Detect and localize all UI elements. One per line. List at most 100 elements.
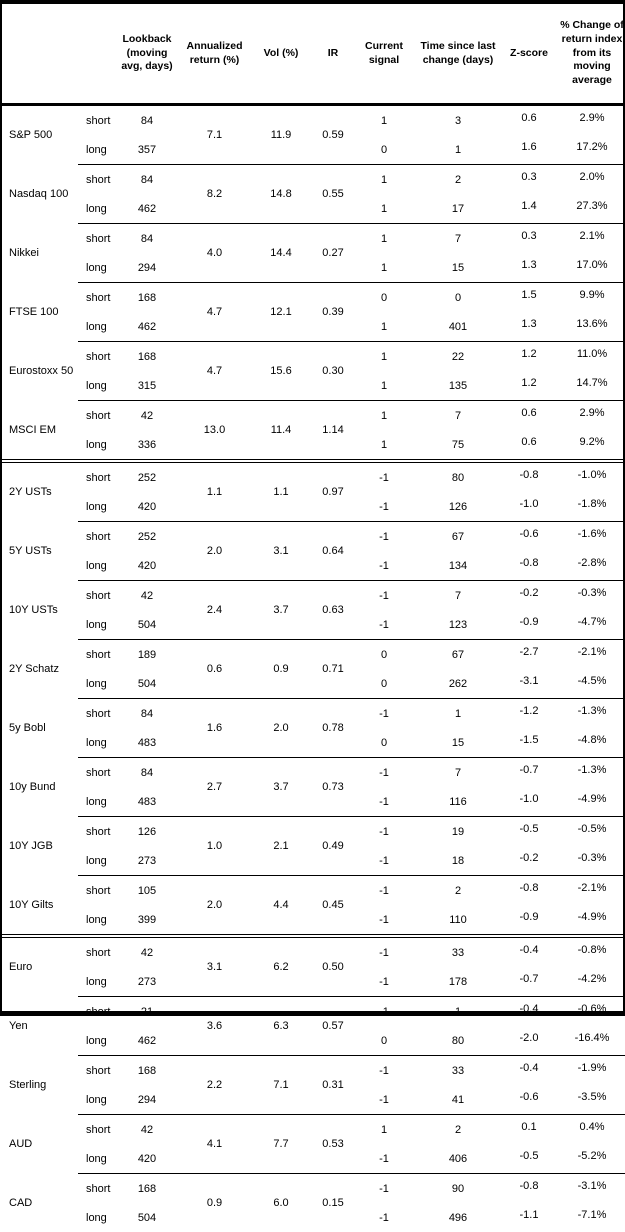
ir-value: 0.53 [313,1115,353,1174]
z-score-value: 1.2 [501,342,557,372]
z-score-value: 0.3 [501,224,557,254]
lookback-value: 420 [114,492,180,522]
time-since-value: 406 [415,1144,501,1174]
vol-value: 0.9 [249,640,313,699]
z-score-value: -1.2 [501,699,557,729]
vol-value: 3.7 [249,758,313,817]
horizon-label: long [78,967,114,997]
time-since-value: 15 [415,728,501,758]
ir-value: 0.71 [313,640,353,699]
z-score-value: -0.8 [501,876,557,906]
z-score-value: -1.5 [501,728,557,758]
signal-value: -1 [353,1144,415,1174]
pct-change-value: 2.1% [557,224,625,254]
signal-value: 1 [353,165,415,195]
time-since-value: 135 [415,371,501,401]
column-header-horizon [78,4,114,105]
z-score-value: -3.1 [501,669,557,699]
ir-value: 0.78 [313,699,353,758]
horizon-label: short [78,342,114,372]
time-since-value: 0 [415,283,501,313]
asset-name: 10Y USTs [2,581,78,640]
signal-value: 1 [353,430,415,461]
time-since-value: 15 [415,253,501,283]
lookback-value: 462 [114,312,180,342]
signal-value: 1 [353,224,415,254]
z-score-value: -0.6 [501,522,557,552]
time-since-value: 7 [415,581,501,611]
signal-value: -1 [353,905,415,936]
z-score-value: -0.2 [501,846,557,876]
time-since-value: 7 [415,224,501,254]
lookback-value: 168 [114,283,180,313]
lookback-value: 273 [114,846,180,876]
vol-value: 7.1 [249,1056,313,1115]
lookback-value: 42 [114,401,180,431]
time-since-value: 1 [415,997,501,1027]
lookback-value: 483 [114,787,180,817]
annualized-return-value: 2.2 [180,1056,249,1115]
vol-value: 2.0 [249,699,313,758]
pct-change-value: 2.9% [557,401,625,431]
column-header-lookback: Lookback (moving avg, days) [114,4,180,105]
pct-change-value: -7.1% [557,1203,625,1232]
horizon-label: short [78,699,114,729]
asset-name: Eurostoxx 50 [2,342,78,401]
lookback-value: 504 [114,1203,180,1232]
pct-change-value: -1.6% [557,522,625,552]
pct-change-value: -0.5% [557,817,625,847]
ir-value: 0.45 [313,876,353,937]
column-header-z-score: Z-score [501,4,557,105]
ir-value: 0.39 [313,283,353,342]
horizon-label: short [78,224,114,254]
pct-change-value: -4.9% [557,787,625,817]
annualized-return-value: 2.0 [180,522,249,581]
signal-value: 1 [353,371,415,401]
vol-value: 7.7 [249,1115,313,1174]
pct-change-value: -0.3% [557,581,625,611]
signal-value: -1 [353,787,415,817]
lookback-value: 252 [114,461,180,492]
horizon-label: long [78,669,114,699]
z-score-value: -1.1 [501,1203,557,1232]
annualized-return-value: 4.7 [180,283,249,342]
asset-name: S&P 500 [2,105,78,165]
signal-value: -1 [353,967,415,997]
horizon-label: short [78,581,114,611]
pct-change-value: -4.5% [557,669,625,699]
asset-name: 10Y JGB [2,817,78,876]
asset-name: 10y Bund [2,758,78,817]
asset-name: MSCI EM [2,401,78,462]
lookback-value: 420 [114,551,180,581]
z-score-value: -0.6 [501,1085,557,1115]
lookback-value: 84 [114,758,180,788]
signal-value: -1 [353,1085,415,1115]
time-since-value: 496 [415,1203,501,1232]
annualized-return-value: 8.2 [180,165,249,224]
signal-value: -1 [353,1056,415,1086]
lookback-value: 84 [114,699,180,729]
vol-value: 1.1 [249,461,313,522]
z-score-value: 0.6 [501,105,557,136]
horizon-label: long [78,1203,114,1232]
horizon-label: long [78,1026,114,1056]
ir-value: 1.14 [313,401,353,462]
horizon-label: short [78,1115,114,1145]
column-header-ir: IR [313,4,353,105]
z-score-value: -0.4 [501,936,557,967]
asset-name: Nikkei [2,224,78,283]
signal-value: -1 [353,581,415,611]
signal-value: -1 [353,846,415,876]
horizon-label: long [78,610,114,640]
signal-value: 1 [353,312,415,342]
z-score-value: 0.3 [501,165,557,195]
lookback-value: 504 [114,610,180,640]
asset-name: 10Y Gilts [2,876,78,937]
ir-value: 0.73 [313,758,353,817]
